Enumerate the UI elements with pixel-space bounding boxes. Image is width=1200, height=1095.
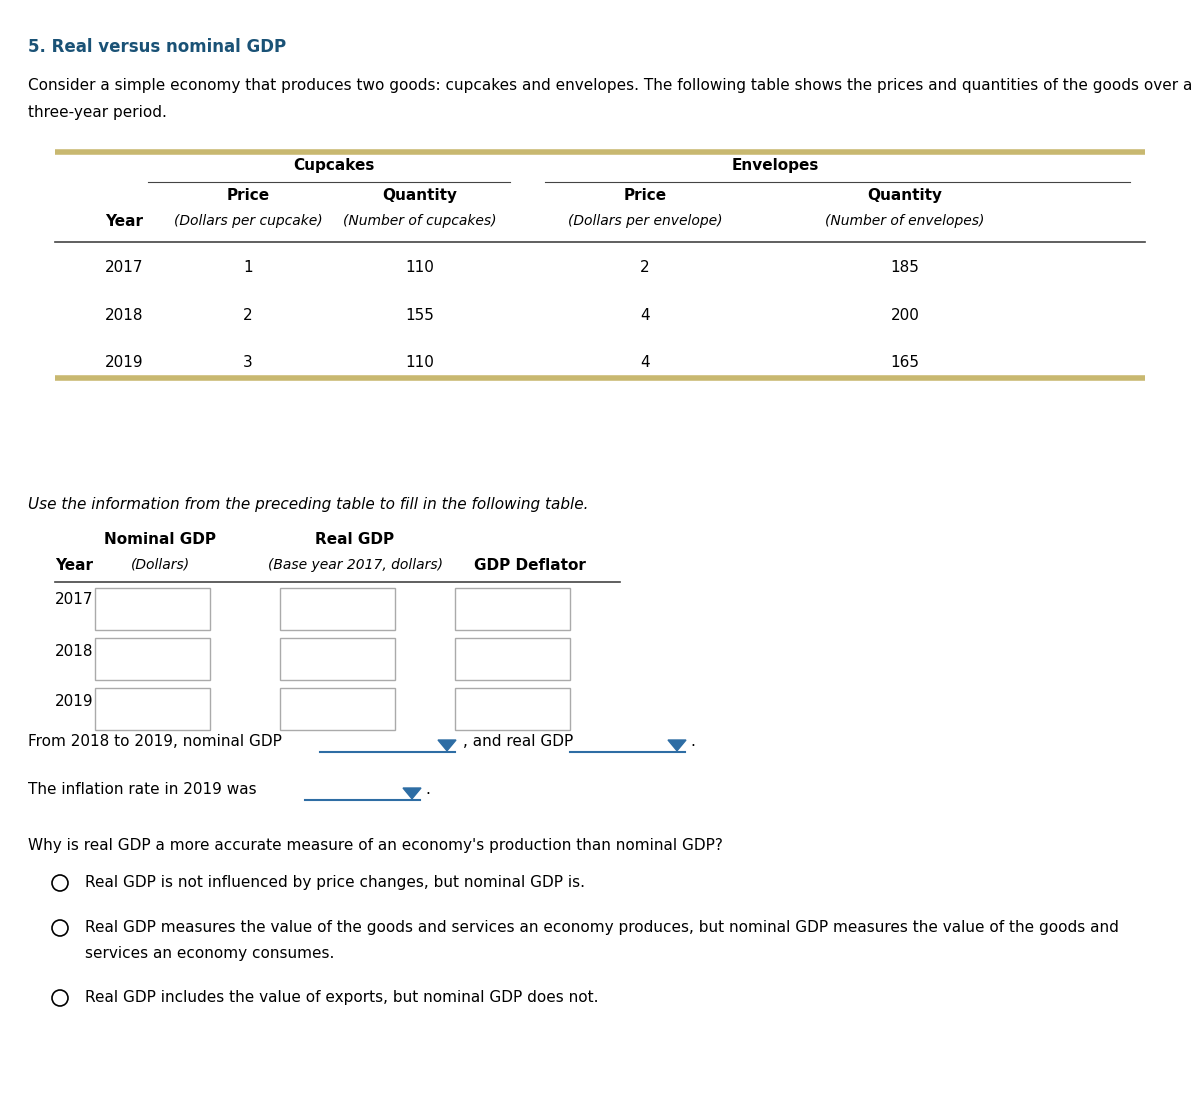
Text: Real GDP measures the value of the goods and services an economy produces, but n: Real GDP measures the value of the goods… xyxy=(85,920,1118,935)
Text: (Dollars per envelope): (Dollars per envelope) xyxy=(568,214,722,228)
Text: Quantity: Quantity xyxy=(383,188,457,203)
Text: 110: 110 xyxy=(406,260,434,275)
Bar xyxy=(95,688,210,730)
Text: 2019: 2019 xyxy=(106,355,144,370)
Text: 4: 4 xyxy=(640,308,650,323)
Text: 2: 2 xyxy=(640,260,650,275)
Text: 2017: 2017 xyxy=(55,592,94,608)
Bar xyxy=(280,688,395,730)
Text: Consider a simple economy that produces two goods: cupcakes and envelopes. The f: Consider a simple economy that produces … xyxy=(28,78,1193,93)
Text: Real GDP is not influenced by price changes, but nominal GDP is.: Real GDP is not influenced by price chan… xyxy=(85,875,586,890)
Text: Cupcakes: Cupcakes xyxy=(293,158,374,173)
Polygon shape xyxy=(438,740,456,751)
Text: Year: Year xyxy=(55,558,94,573)
Polygon shape xyxy=(668,740,686,751)
Text: Why is real GDP a more accurate measure of an economy's production than nominal : Why is real GDP a more accurate measure … xyxy=(28,838,722,853)
Text: 5. Real versus nominal GDP: 5. Real versus nominal GDP xyxy=(28,38,286,56)
Text: (Number of cupcakes): (Number of cupcakes) xyxy=(343,214,497,228)
Text: .: . xyxy=(425,783,430,797)
Text: Real GDP: Real GDP xyxy=(316,532,395,548)
Text: Year: Year xyxy=(106,214,143,229)
Text: Real GDP includes the value of exports, but nominal GDP does not.: Real GDP includes the value of exports, … xyxy=(85,990,599,1005)
Text: Envelopes: Envelopes xyxy=(731,158,818,173)
Polygon shape xyxy=(403,788,421,798)
Text: 165: 165 xyxy=(890,355,919,370)
Text: Price: Price xyxy=(227,188,270,203)
Text: (Number of envelopes): (Number of envelopes) xyxy=(826,214,985,228)
Bar xyxy=(455,688,570,730)
Bar xyxy=(455,638,570,680)
Text: (Dollars per cupcake): (Dollars per cupcake) xyxy=(174,214,323,228)
Text: 2017: 2017 xyxy=(106,260,144,275)
Bar xyxy=(280,588,395,630)
Text: 2018: 2018 xyxy=(55,645,94,659)
Text: 185: 185 xyxy=(890,260,919,275)
Text: 110: 110 xyxy=(406,355,434,370)
Text: 4: 4 xyxy=(640,355,650,370)
Text: 2018: 2018 xyxy=(106,308,144,323)
Text: 155: 155 xyxy=(406,308,434,323)
Text: 3: 3 xyxy=(244,355,253,370)
Text: Price: Price xyxy=(624,188,666,203)
Text: 1: 1 xyxy=(244,260,253,275)
Bar xyxy=(95,588,210,630)
Text: From 2018 to 2019, nominal GDP: From 2018 to 2019, nominal GDP xyxy=(28,735,282,749)
Text: (Base year 2017, dollars): (Base year 2017, dollars) xyxy=(268,558,443,572)
Bar xyxy=(95,638,210,680)
Text: Nominal GDP: Nominal GDP xyxy=(104,532,216,548)
Bar xyxy=(280,638,395,680)
Text: .: . xyxy=(690,735,695,749)
Text: services an economy consumes.: services an economy consumes. xyxy=(85,946,335,961)
Bar xyxy=(455,588,570,630)
Text: , and real GDP: , and real GDP xyxy=(463,735,574,749)
Text: 2: 2 xyxy=(244,308,253,323)
Text: Use the information from the preceding table to fill in the following table.: Use the information from the preceding t… xyxy=(28,497,588,512)
Text: (Dollars): (Dollars) xyxy=(131,558,190,572)
Text: The inflation rate in 2019 was: The inflation rate in 2019 was xyxy=(28,783,257,797)
Text: 2019: 2019 xyxy=(55,694,94,710)
Text: three-year period.: three-year period. xyxy=(28,105,167,120)
Text: 200: 200 xyxy=(890,308,919,323)
Text: Quantity: Quantity xyxy=(868,188,942,203)
Text: GDP Deflator: GDP Deflator xyxy=(474,558,586,573)
